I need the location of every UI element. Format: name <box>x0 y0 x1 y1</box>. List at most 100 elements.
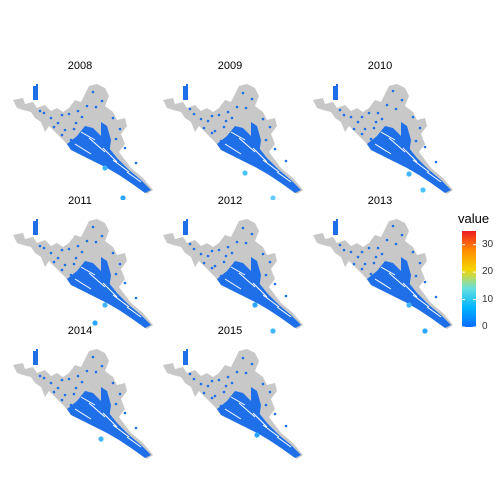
sample-point <box>202 126 206 130</box>
sample-point <box>391 224 395 228</box>
sample-point <box>192 112 196 116</box>
zone-boundary <box>252 412 268 428</box>
sample-point <box>244 106 248 110</box>
hotspot <box>92 320 98 326</box>
sample-point <box>38 244 42 248</box>
sample-point <box>250 97 254 101</box>
sample-point <box>134 296 138 300</box>
sample-point <box>67 247 71 251</box>
sample-point <box>414 274 418 278</box>
sample-point <box>85 369 89 373</box>
sample-point <box>284 294 288 298</box>
hotspot <box>406 171 412 177</box>
value-zone-north <box>183 221 188 235</box>
sample-point <box>76 374 80 378</box>
sample-point <box>94 105 98 109</box>
sample-point <box>134 161 138 165</box>
sample-point <box>76 244 80 248</box>
value-zone-channel <box>101 387 111 419</box>
sample-point <box>349 250 353 254</box>
sample-point <box>56 121 60 125</box>
zone-boundary <box>402 282 418 298</box>
zone-boundary <box>88 272 106 288</box>
sample-point <box>273 412 277 416</box>
sample-point <box>268 390 272 394</box>
sample-point <box>188 107 192 111</box>
sample-point <box>74 256 78 260</box>
sample-point <box>60 268 64 272</box>
sample-point <box>118 392 122 396</box>
panel-title: 2011 <box>68 195 92 207</box>
sample-point <box>444 187 448 191</box>
legend: value 30 20 10 0 <box>442 212 500 332</box>
sample-point <box>360 267 364 271</box>
panel-title: 2009 <box>217 60 243 72</box>
sample-point <box>72 127 76 131</box>
zone-boundary <box>262 424 280 438</box>
sample-point <box>244 371 248 375</box>
sample-point <box>69 138 73 142</box>
sample-point <box>394 107 398 111</box>
value-zone-north <box>336 84 338 87</box>
sample-point <box>213 264 217 268</box>
sample-point <box>367 246 371 250</box>
sample-point <box>235 240 239 244</box>
sample-point <box>85 104 89 108</box>
sample-point <box>206 119 210 123</box>
value-zone-channel <box>101 257 111 289</box>
sample-point <box>60 378 64 382</box>
sample-point <box>49 381 53 385</box>
sample-point <box>56 256 60 260</box>
sample-point <box>360 132 364 136</box>
sample-point <box>52 125 56 129</box>
sample-point <box>213 129 217 133</box>
zone-boundary <box>402 147 418 163</box>
value-zone <box>217 391 301 458</box>
sample-point <box>376 111 380 115</box>
sample-point <box>418 261 422 265</box>
sample-point <box>114 272 118 276</box>
sample-point <box>91 225 95 229</box>
value-zone-north <box>333 86 338 100</box>
sample-point <box>235 105 239 109</box>
sample-point <box>434 160 438 164</box>
sample-point <box>123 281 127 285</box>
zone-boundary <box>374 143 392 155</box>
sample-point <box>56 386 60 390</box>
sample-point <box>219 404 223 408</box>
sample-point <box>224 384 228 388</box>
sample-point <box>284 159 288 163</box>
sample-point <box>114 137 118 141</box>
value-zone-channel <box>251 387 261 419</box>
sample-point <box>74 386 78 390</box>
sample-point <box>111 381 115 385</box>
map-panel-2011: 2011 <box>5 195 155 335</box>
hotspot <box>406 302 412 308</box>
legend-tick-label: 20 <box>482 266 494 278</box>
value-zone-channel <box>401 122 411 154</box>
zone-boundary <box>112 159 130 173</box>
sample-point <box>294 186 298 190</box>
sample-point <box>264 273 268 277</box>
sample-point <box>42 246 46 250</box>
region-map <box>13 349 153 459</box>
zone-boundary <box>238 137 256 153</box>
sample-point <box>376 246 380 250</box>
value-zone <box>367 261 451 328</box>
value-zone-channel <box>401 257 411 289</box>
legend-colorbar <box>462 231 476 327</box>
zone-boundary <box>230 131 246 141</box>
sample-point <box>210 114 214 118</box>
sample-point <box>230 116 234 120</box>
zone-boundary <box>276 171 292 183</box>
value-zone-channel <box>251 122 261 154</box>
sample-point <box>210 266 214 270</box>
sample-point <box>134 426 138 430</box>
zone-boundary <box>388 137 406 153</box>
zone-boundary <box>80 396 96 406</box>
hotspot <box>98 436 104 442</box>
value-zone <box>67 261 151 328</box>
zone-boundary <box>74 143 92 155</box>
sample-point <box>80 380 84 384</box>
sample-point <box>94 370 98 374</box>
